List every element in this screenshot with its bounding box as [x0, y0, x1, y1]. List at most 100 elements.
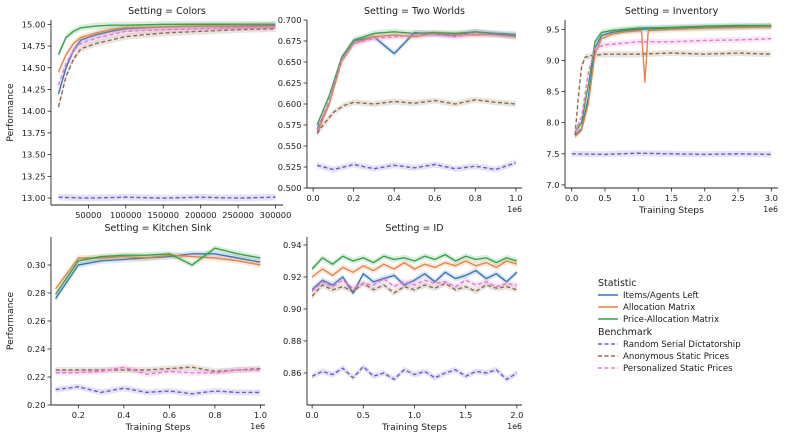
- series-line-personalized-static-prices: [574, 38, 772, 133]
- y-tick-label: 0.24: [27, 344, 45, 354]
- series-line-random-serial-dictatorship: [58, 196, 276, 199]
- y-tick-label: 14.50: [22, 63, 46, 73]
- series-line-random-serial-dictatorship: [571, 152, 772, 156]
- x-tick-label: 50000: [75, 210, 101, 220]
- legend-label-price-allocation-matrix: Price-Allocation Matrix: [623, 315, 719, 325]
- x-tick-label: 2.0: [698, 193, 711, 203]
- series-line-random-serial-dictatorship: [316, 162, 517, 171]
- x-tick-label: 0.0: [565, 193, 578, 203]
- x-tick-label: 3.0: [765, 193, 778, 203]
- y-tick-label: 9.0: [546, 55, 559, 65]
- legend-label-anonymous-static-prices: Anonymous Static Prices: [623, 352, 730, 362]
- x-tick-label: 1.0: [632, 193, 645, 203]
- panel-title: Setting = Inventory: [625, 6, 719, 17]
- series-line-anonymous-static-prices: [311, 282, 518, 297]
- series-line-allocation-matrix: [57, 25, 276, 73]
- y-tick-label: 0.26: [27, 316, 45, 326]
- legend-label-personalized-static-prices: Personalized Static Prices: [623, 364, 733, 374]
- y-tick-label: 0.28: [27, 288, 45, 298]
- series-line-price-allocation-matrix: [574, 24, 772, 133]
- x-tick-label: 0.8: [208, 410, 221, 420]
- series-band-random-serial-dictatorship: [317, 159, 516, 173]
- y-tick-label: 13.50: [22, 150, 46, 160]
- series-band-personalized-static-prices: [317, 30, 516, 134]
- legend: Statistic Benchmark Items/Agents Left All…: [598, 278, 741, 374]
- y-tick-label: 0.700: [278, 15, 302, 25]
- x-tick-label: 0.5: [598, 193, 611, 203]
- x-tick-label: 1.0: [408, 410, 421, 420]
- x-tick-label: 200000: [185, 210, 217, 220]
- x-tick-label: 0.2: [347, 193, 360, 203]
- panel-title: Setting = Kitchen Sink: [105, 223, 212, 234]
- x-offset-label: 1e6: [507, 422, 522, 431]
- series-band-anonymous-static-prices: [55, 364, 261, 375]
- series-band-anonymous-static-prices: [575, 50, 772, 139]
- x-tick-label: 250000: [222, 210, 254, 220]
- y-tick-label: 9.5: [546, 24, 559, 34]
- y-tick-label: 0.575: [278, 120, 302, 130]
- series-band-personalized-static-prices: [55, 364, 261, 378]
- y-tick-label: 0.550: [278, 141, 302, 151]
- x-tick-label: 2.5: [731, 193, 744, 203]
- series-band-items-agents-left: [55, 250, 261, 302]
- y-tick-label: 14.25: [22, 84, 46, 94]
- panel-setting-inventory: Setting = Inventory 7.0 7.5 8.0 8.5 9.0 9.5 0.0…: [546, 6, 778, 216]
- legend-label-allocation-matrix: Allocation Matrix: [623, 303, 695, 313]
- panel-setting-colors: Setting = Colors 13.00 13.25 13.50 13.75 14.0…: [5, 6, 291, 220]
- series-line-personalized-static-prices: [57, 26, 276, 86]
- series-line-random-serial-dictatorship: [55, 386, 261, 395]
- series-line-price-allocation-matrix: [57, 23, 276, 55]
- y-tick-label: 0.94: [283, 240, 301, 250]
- series-line-allocation-matrix: [311, 260, 518, 278]
- y-tick-label: 0.650: [278, 57, 302, 67]
- series-band-personalized-static-prices: [58, 23, 276, 89]
- series-line-personalized-static-prices: [311, 277, 518, 292]
- y-tick-label: 0.88: [283, 336, 301, 346]
- y-tick-label: 7.5: [546, 149, 559, 159]
- series-line-random-serial-dictatorship: [311, 365, 518, 381]
- x-axis-label: Training Steps: [381, 422, 447, 433]
- series-line-anonymous-static-prices: [574, 52, 772, 136]
- x-tick-label: 0.8: [469, 193, 482, 203]
- series-line-personalized-static-prices: [55, 366, 261, 375]
- x-tick-label: 0.4: [117, 410, 130, 420]
- y-tick-label: 13.00: [22, 193, 46, 203]
- series-line-items-agents-left: [316, 31, 516, 130]
- y-tick-label: 0.625: [278, 78, 302, 88]
- legend-label-random-serial-dictatorship: Random Serial Dictatorship: [623, 340, 741, 350]
- y-tick-label: 13.75: [22, 128, 46, 138]
- series-band-items-agents-left: [317, 28, 516, 133]
- series-line-price-allocation-matrix: [311, 253, 518, 270]
- x-tick-label: 100000: [110, 210, 142, 220]
- y-tick-label: 14.75: [22, 41, 46, 51]
- panel-title: Setting = ID: [385, 223, 443, 234]
- y-tick-label: 7.0: [546, 180, 559, 190]
- y-tick-label: 0.20: [27, 400, 45, 410]
- legend-label-items-agents-left: Items/Agents Left: [623, 291, 699, 301]
- x-tick-label: 1.0: [509, 193, 522, 203]
- y-axis-label: Performance: [5, 83, 16, 142]
- x-tick-label: 1.5: [665, 193, 678, 203]
- x-tick-label: 0.6: [428, 193, 441, 203]
- series-line-anonymous-static-prices: [316, 99, 516, 134]
- y-tick-label: 0.92: [283, 272, 301, 282]
- series-band-random-serial-dictatorship: [58, 193, 276, 202]
- legend-benchmark-header: Benchmark: [598, 327, 653, 338]
- x-tick-label: 0.0: [306, 193, 319, 203]
- x-axis-label: Training Steps: [638, 205, 704, 216]
- x-tick-label: 0.0: [306, 410, 319, 420]
- series-band-anonymous-static-prices: [317, 96, 516, 137]
- y-tick-label: 0.86: [283, 368, 301, 378]
- panel-title: Setting = Colors: [128, 6, 206, 17]
- panel-title: Setting = Two Worlds: [364, 6, 465, 17]
- x-tick-label: 0.2: [72, 410, 85, 420]
- panel-setting-kitchen-sink: Setting = Kitchen Sink 0.20 0.22 0.24 0.26 0.…: [5, 223, 267, 433]
- y-tick-label: 0.600: [278, 99, 302, 109]
- y-axis-label: Performance: [5, 292, 16, 351]
- series-band-allocation-matrix: [317, 30, 516, 137]
- series-band-price-allocation-matrix: [55, 245, 261, 298]
- x-axis-label: Training Steps: [125, 422, 191, 433]
- panel-setting-id: Setting = ID 0.86 0.88 0.90 0.92 0.94 0.0 0.5 1.…: [283, 223, 523, 433]
